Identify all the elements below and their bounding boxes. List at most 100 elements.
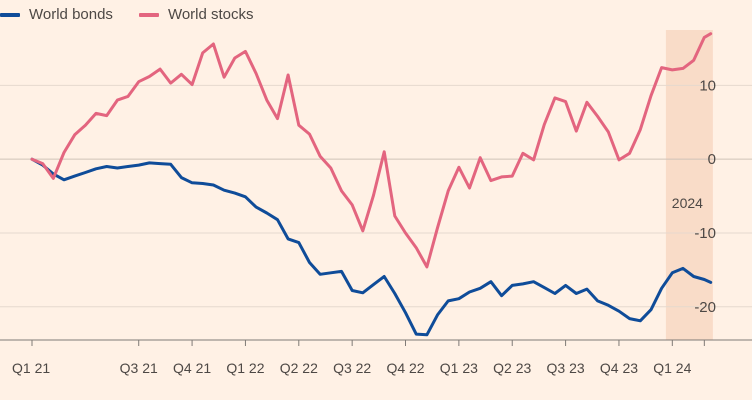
x-tick-label: Q1 23	[440, 360, 478, 376]
series-layer	[30, 32, 713, 337]
x-tick-label: Q4 22	[386, 360, 424, 376]
data-point-world-stocks	[73, 133, 76, 136]
data-point-world-bonds	[522, 283, 524, 285]
data-point-world-stocks	[489, 179, 492, 182]
data-point-world-stocks	[671, 68, 674, 71]
data-point-world-bonds	[212, 184, 215, 186]
data-point-world-stocks	[709, 32, 712, 35]
data-point-world-stocks	[212, 43, 215, 45]
data-point-world-stocks	[95, 112, 97, 115]
data-point-world-stocks	[233, 57, 236, 59]
data-point-world-stocks	[500, 175, 503, 178]
data-point-world-stocks	[148, 75, 151, 78]
data-point-world-stocks	[457, 166, 460, 169]
data-point-world-stocks	[52, 177, 55, 180]
data-point-world-stocks	[393, 215, 396, 217]
legend-label-bonds: World bonds	[29, 6, 113, 23]
data-point-world-stocks	[543, 123, 546, 126]
data-point-world-stocks	[105, 114, 108, 117]
data-point-world-stocks	[340, 190, 343, 192]
data-point-world-bonds	[95, 167, 97, 170]
data-point-world-bonds	[447, 299, 450, 302]
data-point-world-stocks	[468, 187, 471, 189]
data-point-world-stocks	[479, 156, 482, 159]
data-point-world-stocks	[201, 51, 204, 54]
data-point-world-stocks	[596, 115, 599, 118]
data-point-world-stocks	[276, 117, 279, 120]
data-point-world-stocks	[180, 73, 183, 76]
data-point-world-stocks	[255, 72, 258, 75]
data-point-world-bonds	[383, 275, 386, 278]
data-point-world-stocks	[84, 124, 87, 127]
data-point-world-stocks	[692, 59, 695, 62]
data-point-world-bonds	[255, 206, 258, 209]
data-point-world-stocks	[223, 76, 225, 79]
data-point-world-stocks	[169, 82, 172, 85]
data-point-world-bonds	[404, 311, 407, 314]
data-point-world-bonds	[63, 178, 65, 181]
data-point-world-bonds	[607, 304, 610, 307]
data-point-world-bonds	[596, 299, 599, 302]
data-point-world-bonds	[554, 292, 556, 295]
data-point-world-bonds	[340, 270, 343, 273]
data-point-world-bonds	[223, 189, 225, 192]
data-point-world-stocks	[586, 101, 588, 104]
data-point-world-bonds	[586, 288, 588, 290]
data-point-world-stocks	[191, 83, 193, 86]
data-point-world-bonds	[201, 182, 204, 185]
data-point-world-bonds	[137, 164, 140, 166]
data-point-world-stocks	[127, 95, 129, 98]
legend-item-bonds[interactable]: World bonds	[0, 6, 113, 23]
data-point-world-bonds	[319, 273, 322, 276]
data-point-world-stocks	[628, 152, 631, 155]
y-tick-label: 0	[708, 151, 716, 168]
data-point-world-stocks	[287, 74, 290, 76]
data-point-world-bonds	[511, 284, 514, 287]
data-point-world-stocks	[319, 155, 322, 158]
data-point-world-bonds	[650, 308, 652, 311]
data-point-world-bonds	[692, 275, 695, 278]
data-point-world-bonds	[244, 195, 247, 198]
data-point-world-stocks	[436, 226, 439, 229]
x-tick-label: Q3 21	[120, 360, 158, 376]
data-point-world-bonds	[393, 292, 396, 295]
data-point-world-bonds	[671, 271, 674, 274]
data-point-world-bonds	[84, 171, 87, 174]
highlight-band-2024	[665, 30, 713, 340]
data-point-world-stocks	[329, 167, 332, 169]
data-point-world-bonds	[564, 284, 567, 287]
data-point-world-stocks	[137, 80, 140, 83]
data-point-world-bonds	[468, 291, 471, 293]
grid-layer	[0, 84, 752, 308]
axis-layer: 10 0 -10 -20 Q1 21 Q3 21 Q4 21 Q1 22 Q2 22 Q3 22 Q…	[0, 77, 752, 376]
data-point-world-stocks	[404, 232, 407, 234]
data-point-world-bonds	[709, 281, 712, 284]
data-point-world-bonds	[105, 165, 108, 168]
data-point-world-bonds	[276, 218, 279, 221]
data-point-world-stocks	[372, 194, 375, 197]
data-point-world-bonds	[308, 261, 311, 264]
data-point-world-stocks	[31, 158, 33, 161]
legend-label-stocks: World stocks	[167, 6, 254, 23]
series-line-world-stocks	[30, 32, 713, 269]
data-point-world-bonds	[361, 291, 364, 294]
data-point-world-bonds	[532, 280, 535, 283]
data-point-world-stocks	[532, 159, 535, 161]
data-point-world-bonds	[489, 280, 492, 283]
data-point-world-stocks	[607, 130, 610, 133]
x-tick-label: Q2 23	[493, 360, 531, 376]
data-point-world-bonds	[457, 297, 460, 300]
data-point-world-bonds	[191, 181, 193, 184]
y-tick-label: 10	[699, 77, 716, 94]
data-point-world-stocks	[660, 66, 663, 69]
data-point-world-bonds	[660, 287, 663, 290]
data-point-world-bonds	[148, 161, 151, 164]
highlight-label-2024: 2024	[672, 195, 703, 211]
data-point-world-bonds	[159, 162, 161, 165]
y-tick-label: -20	[694, 299, 716, 316]
data-point-world-stocks	[703, 36, 706, 39]
data-point-world-bonds	[543, 286, 546, 289]
legend-swatch-stocks	[138, 12, 159, 17]
legend-item-stocks[interactable]: World stocks	[138, 6, 254, 23]
data-point-world-bonds	[639, 319, 642, 322]
